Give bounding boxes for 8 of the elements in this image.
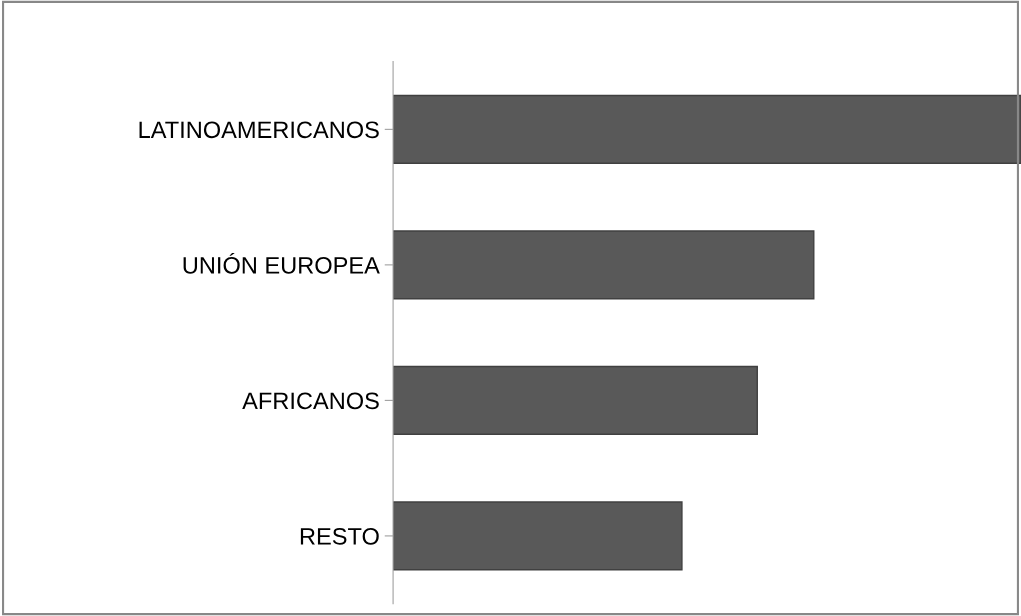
bar	[393, 365, 758, 435]
bar	[393, 501, 683, 571]
bar	[393, 230, 815, 300]
y-tick-label: UNIÓN EUROPEA	[183, 252, 380, 274]
y-tick-label: AFRICANOS	[242, 392, 379, 410]
y-tick-label: RESTO	[300, 527, 379, 545]
y-tick-label: LATINOAMERICANOS	[139, 121, 379, 139]
bar	[393, 94, 1021, 164]
